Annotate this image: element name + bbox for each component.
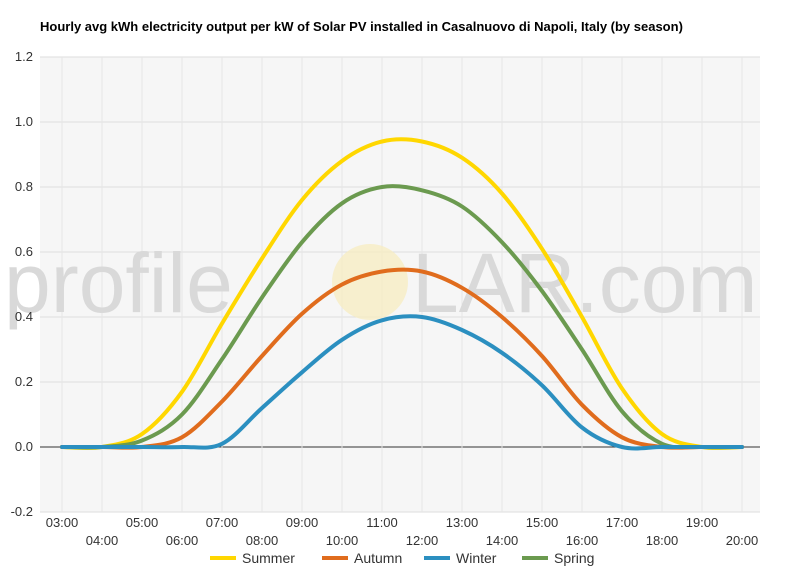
legend-label-spring: Spring <box>554 550 594 566</box>
x-tick-label: 08:00 <box>246 533 279 548</box>
series-line-winter <box>60 314 744 451</box>
x-tick-label: 09:00 <box>286 515 319 530</box>
chart-title: Hourly avg kWh electricity output per kW… <box>40 19 683 34</box>
watermark-text-left: profile <box>4 236 233 330</box>
watermark-sun-icon <box>332 244 408 320</box>
x-tick-label: 06:00 <box>166 533 199 548</box>
x-tick-label: 19:00 <box>686 515 719 530</box>
legend: Summer Autumn Winter Spring <box>210 550 594 566</box>
y-tick-label: -0.2 <box>11 504 33 519</box>
y-tick-label: 1.2 <box>15 49 33 64</box>
x-tick-label: 20:00 <box>726 533 759 548</box>
x-axis-ticks: 03:00 04:00 05:00 06:00 07:00 08:00 09:00 10:00… <box>46 515 759 548</box>
y-tick-label: 1.0 <box>15 114 33 129</box>
x-tick-label: 16:00 <box>566 533 599 548</box>
y-axis-ticks: -0.2 0.0 0.2 0.4 0.6 0.8 1.0 1.2 <box>11 49 33 519</box>
y-tick-label: 0.0 <box>15 439 33 454</box>
x-tick-label: 17:00 <box>606 515 639 530</box>
series-line-spring <box>60 184 744 450</box>
watermark-text-right: LAR.com <box>412 236 757 330</box>
y-tick-label: 0.2 <box>15 374 33 389</box>
x-tick-label: 10:00 <box>326 533 359 548</box>
legend-label-autumn: Autumn <box>354 550 402 566</box>
x-tick-label: 07:00 <box>206 515 239 530</box>
x-tick-label: 15:00 <box>526 515 559 530</box>
legend-label-winter: Winter <box>456 550 497 566</box>
x-tick-label: 05:00 <box>126 515 159 530</box>
x-tick-label: 18:00 <box>646 533 679 548</box>
x-tick-label: 11:00 <box>366 515 398 530</box>
y-tick-label: 0.6 <box>15 244 33 259</box>
x-tick-label: 14:00 <box>486 533 519 548</box>
x-tick-label: 03:00 <box>46 515 79 530</box>
y-tick-label: 0.8 <box>15 179 33 194</box>
x-tick-label: 12:00 <box>406 533 439 548</box>
watermark: profile LAR.com <box>4 236 757 330</box>
y-tick-label: 0.4 <box>15 309 33 324</box>
legend-label-summer: Summer <box>242 550 295 566</box>
series-line-autumn <box>60 267 744 450</box>
series-lines <box>60 137 744 451</box>
series-line-summer <box>60 137 744 450</box>
x-tick-label: 04:00 <box>86 533 119 548</box>
x-tick-label: 13:00 <box>446 515 479 530</box>
